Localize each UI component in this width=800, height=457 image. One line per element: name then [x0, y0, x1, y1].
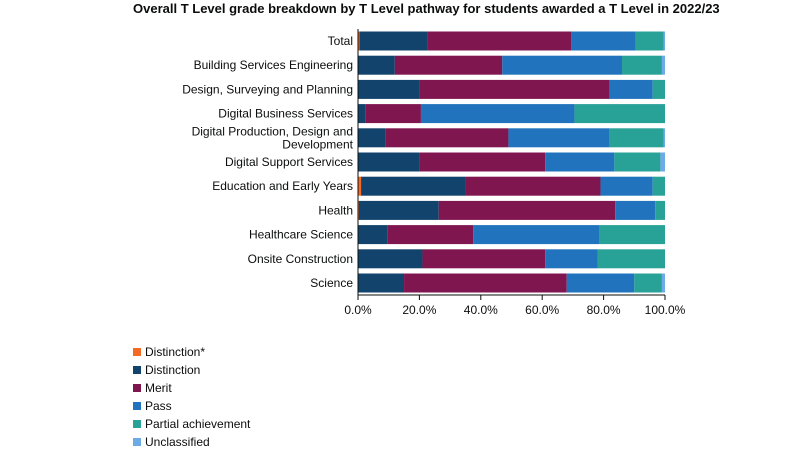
- legend-item: Distinction*: [133, 343, 250, 361]
- bar-segment: [358, 55, 395, 75]
- legend-item: Merit: [133, 379, 250, 397]
- bar-segment: [508, 128, 610, 148]
- category-label: Education and Early Years: [212, 179, 353, 193]
- bar-segment: [420, 104, 575, 124]
- stacked-bar-chart: Total Building Services Engineering Design…: [182, 29, 686, 317]
- bar-segment: [598, 225, 665, 245]
- bar-segment: [359, 31, 428, 51]
- category-label: Digital Production, Design and: [192, 124, 353, 138]
- legend-swatch: [133, 384, 141, 392]
- category-label: Design, Surveying and Planning: [182, 82, 353, 96]
- category-label: Science: [310, 276, 353, 290]
- bar-segment: [571, 31, 636, 51]
- bar-segment: [545, 152, 615, 172]
- bar-segment: [566, 273, 635, 293]
- legend-swatch: [133, 366, 141, 374]
- bar-segment: [660, 152, 665, 172]
- chart-legend: Distinction* Distinction Merit Pass Partial …: [133, 343, 250, 451]
- bar-segment: [652, 79, 665, 99]
- bar-segment: [358, 200, 439, 220]
- bar-segment: [622, 55, 662, 75]
- bar-segment: [404, 273, 567, 293]
- bar-segment: [385, 128, 509, 148]
- bar-segment: [419, 152, 546, 172]
- bar-segment: [473, 225, 599, 245]
- legend-swatch: [133, 420, 141, 428]
- legend-item: Distinction: [133, 361, 250, 379]
- category-label: Building Services Engineering: [194, 58, 353, 72]
- bar-segment: [358, 128, 386, 148]
- x-tick-label: 100.0%: [645, 303, 686, 317]
- bar-segment: [502, 55, 623, 75]
- bar-segment: [614, 152, 661, 172]
- category-label: Healthcare Science: [249, 228, 353, 242]
- bar-segment: [609, 128, 664, 148]
- legend-label: Pass: [145, 399, 172, 413]
- bar-segment: [545, 249, 598, 269]
- bar-segment: [358, 104, 366, 124]
- bar-segment: [358, 249, 423, 269]
- bar-segment: [635, 31, 664, 51]
- bar-segment: [358, 176, 362, 196]
- bar-segment: [358, 79, 420, 99]
- bar-segment: [574, 104, 665, 124]
- legend-swatch: [133, 348, 141, 356]
- x-tick-label: 40.0%: [464, 303, 498, 317]
- x-tick-label: 80.0%: [587, 303, 621, 317]
- legend-label: Distinction: [145, 363, 201, 377]
- legend-item: Pass: [133, 397, 250, 415]
- x-tick-label: 60.0%: [525, 303, 559, 317]
- bar-segment: [597, 249, 665, 269]
- category-label: Health: [318, 203, 353, 217]
- bar-segment: [661, 55, 665, 75]
- bar-segment: [365, 104, 421, 124]
- category-label: Development: [282, 137, 353, 151]
- bar-segment: [387, 225, 474, 245]
- bar-segment: [663, 31, 665, 51]
- bar-segment: [634, 273, 662, 293]
- category-label: Digital Business Services: [218, 107, 353, 121]
- bar-segment: [652, 176, 665, 196]
- legend-swatch: [133, 438, 141, 446]
- chart-title: Overall T Level grade breakdown by T Lev…: [133, 1, 720, 16]
- bar-segment: [394, 55, 503, 75]
- bar-segment: [422, 249, 546, 269]
- bar-segment: [600, 176, 653, 196]
- bar-segment: [661, 273, 665, 293]
- legend-label: Unclassified: [145, 435, 210, 449]
- bar-segment: [465, 176, 601, 196]
- legend-label: Merit: [145, 381, 172, 395]
- legend-item: Partial achievement: [133, 415, 250, 433]
- legend-label: Distinction*: [145, 345, 206, 359]
- category-label: Total: [328, 34, 353, 48]
- x-tick-label: 20.0%: [402, 303, 436, 317]
- bar-segment: [361, 176, 466, 196]
- bar-segment: [419, 79, 610, 99]
- bar-segment: [609, 79, 653, 99]
- legend-item: Unclassified: [133, 433, 250, 451]
- bar-segment: [663, 128, 665, 148]
- bar-segment: [358, 152, 420, 172]
- bar-segment: [358, 273, 405, 293]
- category-label: Onsite Construction: [248, 252, 353, 266]
- bar-segment: [358, 225, 388, 245]
- bar-segment: [438, 200, 616, 220]
- bar-segment: [358, 31, 360, 51]
- bar-segment: [655, 200, 665, 220]
- bar-segment: [615, 200, 656, 220]
- legend-label: Partial achievement: [145, 417, 251, 431]
- bar-segment: [427, 31, 572, 51]
- category-label: Digital Support Services: [225, 155, 353, 169]
- x-tick-label: 0.0%: [344, 303, 372, 317]
- legend-swatch: [133, 402, 141, 410]
